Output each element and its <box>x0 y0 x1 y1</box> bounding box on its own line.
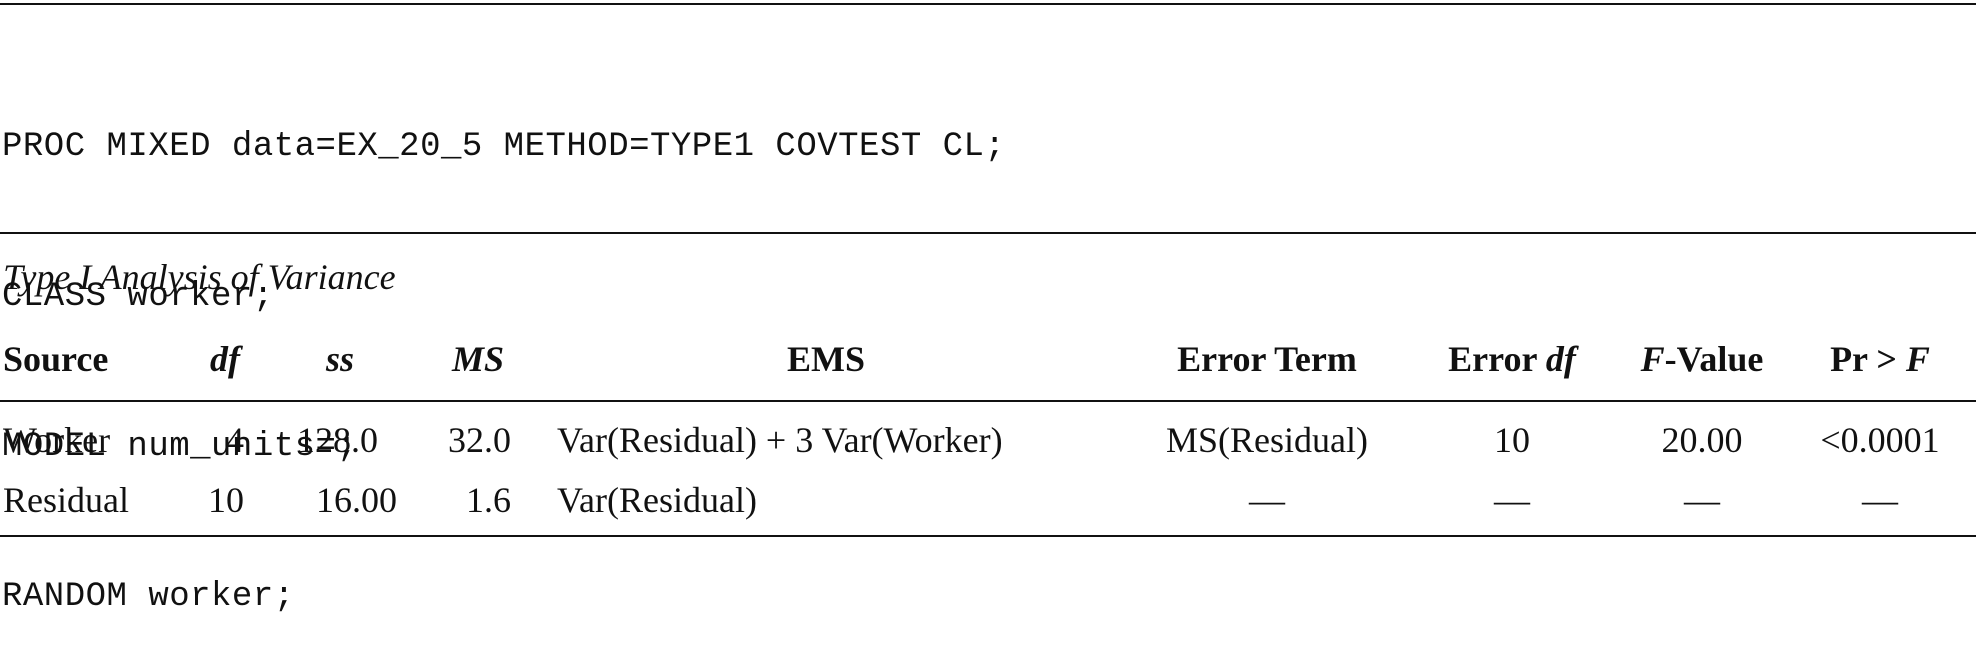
cell-ms: 32.0 <box>448 420 511 460</box>
code-line: MODEL num_units=; <box>2 428 358 466</box>
header-pr-f: Pr > F <box>1830 338 1930 380</box>
cell-source: Residual <box>3 480 129 520</box>
cell-error-term: MS(Residual) <box>1166 420 1368 460</box>
header-source: Source <box>3 339 109 379</box>
header-f-value-suffix: -Value <box>1664 339 1764 379</box>
table-caption: Type I Analysis of Variance <box>3 257 396 297</box>
bottom-rule <box>0 535 1976 537</box>
cell-ms: 1.6 <box>466 480 511 520</box>
header-error-df: Error df <box>1448 338 1576 380</box>
cell-f-value: 20.00 <box>1661 420 1743 460</box>
cell-error-term: — <box>1249 480 1285 520</box>
header-f-value-italic: F <box>1640 339 1665 379</box>
cell-pr-f: <0.0001 <box>1820 420 1940 460</box>
cell-ems: Var(Residual) + 3 Var(Worker) <box>557 420 1003 460</box>
cell-source: Worker <box>3 420 111 460</box>
cell-df: 10 <box>208 480 244 520</box>
cell-error-df: — <box>1494 480 1530 520</box>
header-ems: EMS <box>786 339 866 379</box>
code-line: PROC MIXED data=EX_20_5 METHOD=TYPE1 COV… <box>2 128 1006 166</box>
cell-error-df: 10 <box>1494 420 1530 460</box>
header-error-df-prefix: Error <box>1448 339 1546 379</box>
header-error-df-italic: df <box>1545 339 1576 379</box>
header-rule <box>0 400 1976 402</box>
cell-ss: 128.0 <box>297 420 378 460</box>
top-rule <box>0 3 1976 5</box>
sas-code-block: PROC MIXED data=EX_20_5 METHOD=TYPE1 COV… <box>2 22 1005 672</box>
cell-f-value: — <box>1684 480 1720 520</box>
header-f-value: F-Value <box>1641 338 1764 380</box>
cell-ems: Var(Residual) <box>557 480 757 520</box>
cell-df: 4 <box>226 420 244 460</box>
header-ms: MS <box>451 339 505 379</box>
code-line: CLASS worker; <box>2 278 274 316</box>
header-df: df <box>210 339 240 379</box>
cell-ss: 16.00 <box>316 480 397 520</box>
header-pr-italic: F <box>1905 339 1930 379</box>
header-ss: ss <box>325 339 355 379</box>
code-line: RANDOM worker; <box>2 578 295 616</box>
header-pr-prefix: Pr > <box>1830 339 1906 379</box>
header-error-term: Error Term <box>1177 339 1357 379</box>
cell-pr-f: — <box>1862 480 1898 520</box>
code-table-divider <box>0 232 1976 234</box>
